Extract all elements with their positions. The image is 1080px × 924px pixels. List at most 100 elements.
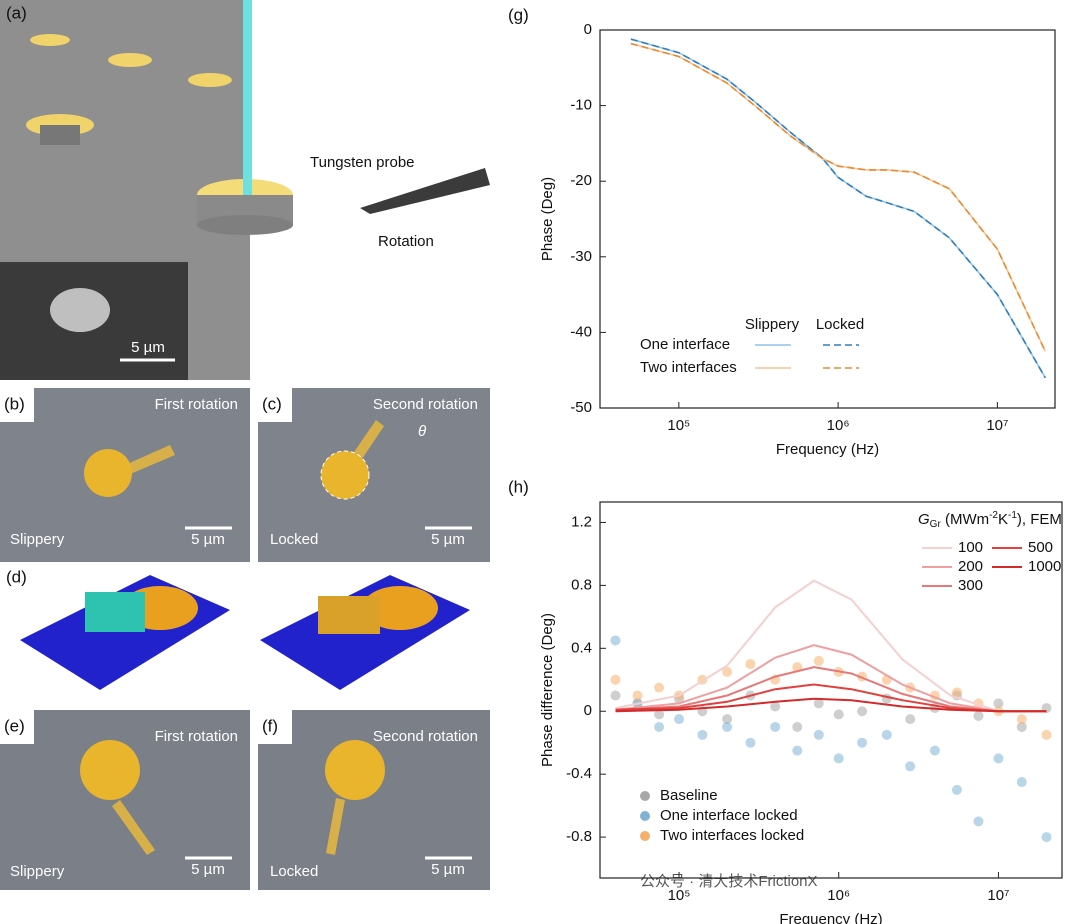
legend-label: 200 bbox=[958, 558, 983, 575]
scatter-point bbox=[833, 753, 844, 764]
legend-title-part: -1 bbox=[1008, 510, 1017, 521]
scatter-point bbox=[745, 737, 756, 748]
y-axis-title: Phase difference (Deg) bbox=[539, 613, 556, 767]
scatter-point bbox=[792, 745, 803, 756]
arm bbox=[112, 800, 155, 855]
panel-title: First rotation bbox=[155, 396, 238, 413]
scatter-point bbox=[833, 709, 844, 720]
label-box bbox=[258, 388, 292, 422]
scatter-point bbox=[993, 698, 1004, 709]
disk-map bbox=[362, 586, 438, 630]
legend-title-part: G bbox=[918, 511, 930, 528]
scatter-point bbox=[929, 745, 940, 756]
panel-b: (b) First rotation Slippery 5 µm bbox=[0, 388, 250, 562]
scatter-point bbox=[674, 714, 685, 725]
scatter-point bbox=[654, 709, 665, 720]
panel-f: (f) Second rotation Locked 5 µm bbox=[258, 710, 490, 890]
legend-marker bbox=[640, 811, 650, 821]
scatter-point bbox=[951, 687, 962, 698]
state: Locked bbox=[270, 863, 318, 880]
scatter-point bbox=[610, 674, 621, 685]
sem-disk bbox=[50, 288, 110, 332]
legend-title-part: -2 bbox=[989, 510, 998, 521]
legend-title-part: K bbox=[998, 511, 1008, 528]
panel-label: (c) bbox=[262, 394, 282, 413]
panel-title: Second rotation bbox=[373, 728, 478, 745]
panel-label: (e) bbox=[4, 716, 25, 735]
x-tick-label: 10⁶ bbox=[827, 417, 850, 434]
legend-marker bbox=[640, 831, 650, 841]
scatter-point bbox=[905, 714, 916, 725]
legend-label: Baseline bbox=[660, 787, 718, 804]
y-tick-label: 0 bbox=[584, 21, 592, 38]
pad bbox=[30, 34, 70, 46]
legend-title-part: Gr bbox=[930, 519, 942, 530]
scale-label: 5 µm bbox=[431, 531, 465, 548]
arm bbox=[352, 420, 384, 462]
state: Slippery bbox=[10, 863, 65, 880]
legend-title-part: ), FEM bbox=[1017, 511, 1062, 528]
panel-label: (d) bbox=[6, 567, 27, 586]
scatter-point bbox=[813, 655, 824, 666]
laser bbox=[243, 0, 252, 195]
x-tick-label: 10⁵ bbox=[667, 417, 690, 434]
legend-label: Two interfaces locked bbox=[660, 827, 804, 844]
legend-label: 100 bbox=[958, 539, 983, 556]
legend-label: Two interfaces bbox=[640, 359, 737, 376]
scatter-point bbox=[654, 682, 665, 693]
disk bbox=[325, 740, 385, 800]
scale-label: 5 µm bbox=[191, 531, 225, 548]
scatter-point bbox=[770, 701, 781, 712]
panel-e: (e) First rotation Slippery 5 µm bbox=[0, 710, 250, 890]
legend-label: One interface bbox=[640, 336, 730, 353]
scatter-point bbox=[770, 721, 781, 732]
arm-map bbox=[318, 596, 380, 634]
disk bbox=[84, 449, 132, 497]
probe bbox=[360, 168, 490, 214]
scatter-point bbox=[813, 729, 824, 740]
annotation: Rotation bbox=[378, 233, 434, 250]
pad-side bbox=[197, 215, 293, 235]
scatter-point bbox=[722, 666, 733, 677]
fem-line bbox=[615, 579, 1047, 713]
x-tick-label: 10⁵ bbox=[668, 887, 691, 904]
legend-label: 500 bbox=[1028, 539, 1053, 556]
x-axis-title: Frequency (Hz) bbox=[779, 911, 882, 924]
micrograph bbox=[258, 388, 490, 562]
scatter-point bbox=[722, 721, 733, 732]
panel-a: 5 µm (a) Tungsten probe Rotation bbox=[0, 0, 490, 380]
panel-label: (h) bbox=[508, 477, 529, 496]
y-axis-title: Phase (Deg) bbox=[539, 177, 556, 261]
scatter-point bbox=[813, 698, 824, 709]
x-tick-label: 10⁷ bbox=[987, 887, 1009, 904]
fem-line bbox=[615, 644, 1047, 713]
fem-line bbox=[615, 697, 1047, 713]
y-tick-label: -0.8 bbox=[566, 828, 592, 845]
angle: θ bbox=[418, 423, 426, 440]
legend-label: 1000 bbox=[1028, 558, 1061, 575]
panel-label: (a) bbox=[6, 3, 27, 22]
legend-marker bbox=[640, 791, 650, 801]
y-tick-label: 0 bbox=[584, 702, 592, 719]
scatter-point bbox=[610, 690, 621, 701]
pad bbox=[188, 73, 232, 87]
watermark: 公众号 · 清大技术FrictionX bbox=[640, 873, 818, 890]
charts: (g) Frequency (Hz) Phase (Deg) 10⁵ 10⁶ 10⁷ 0 -1… bbox=[508, 5, 1063, 924]
panel-title: Second rotation bbox=[373, 396, 478, 413]
legend-title: GGr (MWm-2K-1), FEM bbox=[918, 510, 1062, 530]
panel-label: (b) bbox=[4, 394, 25, 413]
scatter-point bbox=[905, 761, 916, 772]
legend-header: Locked bbox=[816, 316, 864, 333]
arm bbox=[326, 798, 345, 855]
scatter-point bbox=[973, 710, 984, 721]
scatter-point bbox=[1041, 832, 1052, 843]
y-tick-label: 0.8 bbox=[571, 576, 592, 593]
label-box bbox=[258, 710, 292, 744]
scatter-point bbox=[722, 714, 733, 725]
micrograph bbox=[258, 710, 490, 890]
legend-title-part: (MWm bbox=[941, 511, 989, 528]
y-tick-label: -0.4 bbox=[566, 765, 592, 782]
plot-frame bbox=[599, 29, 1056, 409]
arm-map bbox=[85, 592, 145, 632]
